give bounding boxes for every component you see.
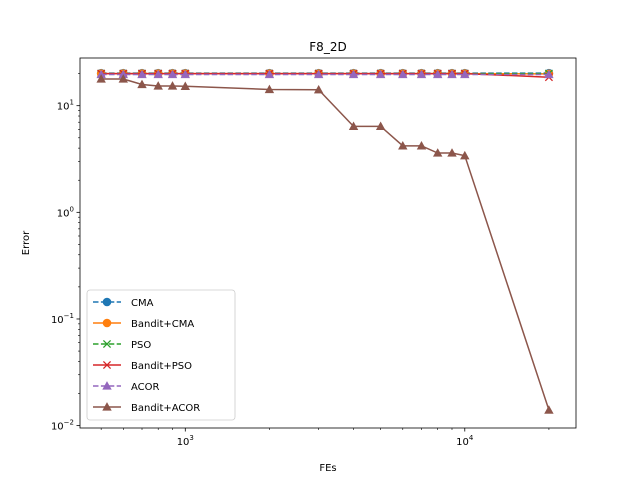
data-point-acor [313,69,324,79]
legend-label-acor: ACOR [131,382,160,393]
data-point-bandit-acor [264,84,275,94]
legend-entry-bandit-cma: Bandit+CMA [93,318,194,330]
x-axis-title: FEs [319,463,336,474]
data-point-bandit-acor [432,148,443,157]
legend-entry-pso: PSO [93,339,151,351]
data-point-bandit-acor [447,148,457,157]
y-tick-label: 10−1 [51,312,74,326]
y-tick-label: 100 [57,205,74,219]
series-line-bandit-acor [101,78,550,411]
legend-box [86,289,236,421]
legend-marker-bandit-cma [102,318,112,328]
data-point-acor [137,69,147,79]
x-axis: 103 104 [100,428,550,448]
data-point-bandit-acor [460,150,470,160]
legend-label-bandit-cma: Bandit+CMA [131,319,194,330]
data-point-bandit-acor [375,121,386,131]
series-acor [96,69,554,79]
series-layer [96,68,554,414]
data-point-acor [416,69,427,79]
data-point-acor [153,69,163,79]
data-point-bandit-acor [153,81,163,90]
data-point-acor [544,69,554,79]
data-point-bandit-acor [544,405,554,414]
legend-marker-bandit-acor [102,402,112,411]
data-point-acor [264,69,275,79]
data-point-bandit-acor [348,121,359,131]
chart-title: F8_2D [309,40,346,54]
x-tick-label: 104 [456,434,474,448]
y-tick-label: 10−2 [51,419,74,433]
legend-label-bandit-acor: Bandit+ACOR [131,403,200,414]
data-point-bandit-acor [118,74,129,83]
legend-label-bandit-pso: Bandit+PSO [131,361,192,372]
data-point-acor [398,69,408,79]
data-point-bandit-acor [137,79,147,89]
legend-entry-bandit-pso: Bandit+PSO [93,360,192,372]
data-point-bandit-acor [398,141,408,150]
legend-label-pso: PSO [131,340,151,351]
legend-label-cma: CMA [131,298,154,309]
series-bandit-acor [96,74,554,414]
data-point-acor [447,69,457,79]
legend-entry-acor: ACOR [93,381,160,393]
series-line-bandit-pso [101,72,549,78]
plot-border [79,57,577,429]
legend: CMA Bandit+CMA PSO Bandit+PSO ACOR Bandit+ACO… [86,289,236,421]
data-point-acor [460,69,470,79]
data-point-bandit-acor [167,81,178,90]
data-point-acor [375,69,386,79]
y-tick-label: 101 [57,99,74,113]
data-point-bandit-acor [96,74,106,83]
legend-marker-acor [102,381,112,390]
y-axis-title: Error [21,230,32,255]
data-point-acor [180,69,191,79]
x-tick-label: 103 [177,434,194,448]
data-point-acor [432,69,443,79]
data-point-acor [348,69,359,79]
legend-entry-cma: CMA [93,297,154,309]
legend-entry-bandit-acor: Bandit+ACOR [93,402,200,414]
data-point-bandit-acor [416,141,427,150]
y-axis: 10−2 10−1 100 101 [51,73,80,433]
data-point-acor [167,69,178,79]
legend-marker-pso [102,339,112,349]
data-point-bandit-acor [180,81,191,90]
legend-marker-bandit-pso [102,360,112,370]
data-point-bandit-acor [313,84,324,94]
legend-marker-cma [102,297,112,307]
